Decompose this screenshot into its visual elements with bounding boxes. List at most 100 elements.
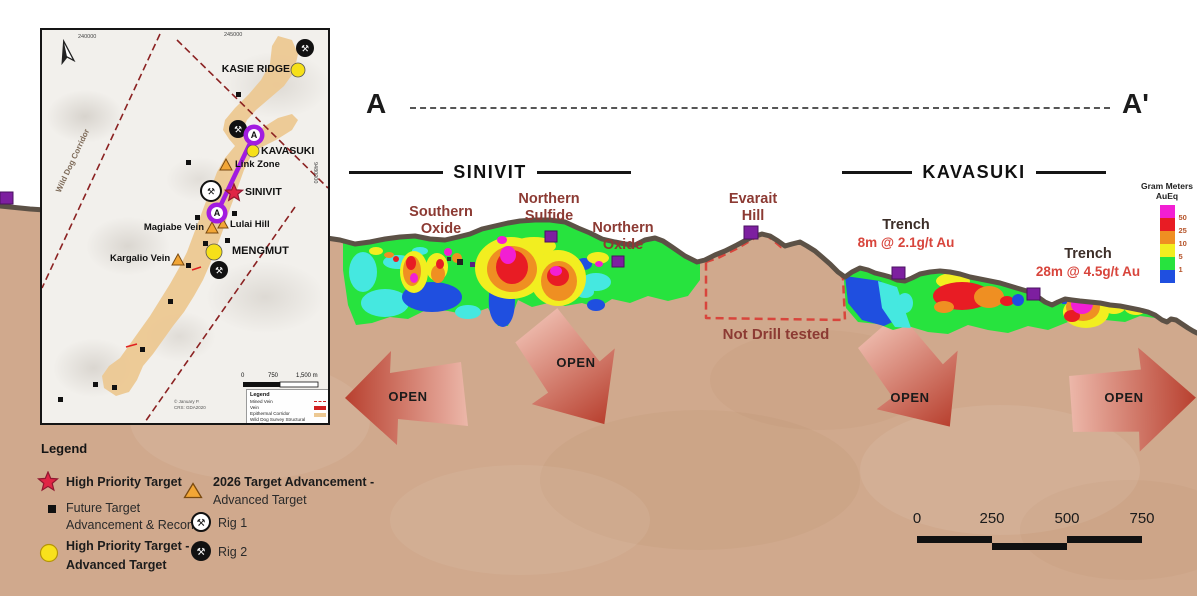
kavasuki-circle bbox=[246, 144, 260, 158]
trench-assay: 8m @ 2.1g/t Au bbox=[857, 235, 955, 250]
section-scalebar: 0 250 500 750 bbox=[910, 510, 1160, 556]
mined-vein-swatch bbox=[314, 401, 326, 403]
map-rig2-icon: ⚒ bbox=[210, 261, 228, 279]
map-legend-label: Vein bbox=[250, 404, 259, 410]
epithermal-corridor-swatch bbox=[314, 412, 326, 417]
kasie-ridge-circle bbox=[290, 62, 306, 78]
structural-corridor-swatch bbox=[314, 422, 326, 423]
header-rule-left bbox=[349, 171, 444, 174]
section-marker-a-north: A bbox=[243, 124, 265, 146]
structural-corridor-lines bbox=[42, 33, 328, 423]
svg-text:⚒: ⚒ bbox=[197, 547, 206, 558]
colorbar-title-line2: AuEq bbox=[1155, 190, 1179, 201]
colorbar-tick: 5 bbox=[1178, 251, 1183, 261]
circle-icon bbox=[39, 543, 59, 563]
section-marker-a-south: A bbox=[206, 202, 228, 224]
scalebar-label: 500 bbox=[1054, 510, 1080, 527]
terrain-line bbox=[0, 203, 1197, 336]
colorbar-title-line1: Gram Meters bbox=[1141, 181, 1193, 191]
map-legend-item: Mined Vein bbox=[250, 398, 326, 405]
map-scalebar bbox=[243, 381, 319, 388]
vein-swatch bbox=[314, 406, 326, 411]
scalebar-segment bbox=[992, 543, 1067, 550]
zone-header-kavasuki: KAVASUKI bbox=[842, 162, 1106, 183]
legend-rig1-label: Rig 1 bbox=[218, 516, 248, 530]
colorbar-seg-red bbox=[1159, 217, 1175, 231]
colorbar-tick: 50 bbox=[1178, 212, 1187, 222]
colorbar-tick: 1 bbox=[1178, 264, 1183, 274]
map-legend-item: Wild Dog Survey Structural Corridor bbox=[250, 417, 326, 425]
inset-location-map: ⚒ ⚒ ⚒ ⚒ A A bbox=[40, 28, 330, 425]
legend-rig2-label: Rig 2 bbox=[218, 545, 248, 559]
svg-text:⚒: ⚒ bbox=[197, 518, 206, 529]
advanced-target-circles bbox=[205, 62, 306, 261]
grade-colorbar: Gram Meters AuEq 50 25 10 5 1 bbox=[1139, 181, 1195, 283]
map-legend-item: Vein bbox=[250, 404, 326, 411]
map-rig2-icon: ⚒ bbox=[229, 120, 247, 138]
square-icon bbox=[48, 505, 56, 513]
open-label-4: OPEN bbox=[1104, 390, 1144, 405]
trench-annotation-2: Trench 28m @ 4.5g/t Au bbox=[1008, 246, 1168, 279]
colorbar-seg-blue bbox=[1159, 269, 1175, 283]
trench-title: Trench bbox=[882, 217, 930, 233]
map-label-sinivit: SINIVIT bbox=[245, 186, 282, 198]
legend-high-priority-adv-line2: Advanced Target bbox=[66, 558, 167, 572]
colorbar-seg-green bbox=[1159, 256, 1175, 270]
recon-target-squares bbox=[58, 92, 241, 402]
zone-name: SINIVIT bbox=[453, 162, 527, 182]
colorbar-tick: 10 bbox=[1178, 238, 1187, 248]
legend-2026-line1: 2026 Target Advancement - bbox=[213, 475, 375, 489]
open-arrow-down-kavasuki bbox=[858, 312, 958, 427]
zone-header-sinivit: SINIVIT bbox=[349, 162, 632, 183]
section-dashed-line bbox=[410, 107, 1110, 109]
label-evarait-hill: Evarait Hill bbox=[728, 191, 778, 224]
map-legend-label: Epithermal Corridor bbox=[250, 411, 290, 417]
svg-text:⚒: ⚒ bbox=[207, 187, 215, 197]
map-scalebar-label: 0 bbox=[241, 373, 245, 379]
scalebar-label: 0 bbox=[912, 510, 922, 527]
map-attribution-line2: CRS: GDA2020 bbox=[174, 405, 206, 410]
legend-2026-line2: Advanced Target bbox=[213, 493, 307, 507]
map-legend-box: Legend Mined Vein Vein Epithermal Corrid… bbox=[246, 389, 328, 425]
legend-title: Legend bbox=[41, 441, 88, 456]
advancement-triangles bbox=[171, 157, 233, 266]
sinivit-star bbox=[223, 182, 245, 202]
map-legend-label: Mined Vein bbox=[250, 398, 273, 404]
header-rule-left bbox=[842, 171, 913, 174]
map-label-link-zone: Link Zone bbox=[235, 159, 280, 170]
legend-high-priority-label: High Priority Target bbox=[66, 475, 182, 489]
north-arrow-icon bbox=[61, 38, 76, 66]
label-northern-sulfide: Northern Sulfide bbox=[518, 191, 580, 224]
svg-text:⚒: ⚒ bbox=[234, 125, 242, 135]
trench-assay: 28m @ 4.5g/t Au bbox=[1035, 264, 1141, 279]
rig1-icon: ⚒ bbox=[191, 512, 211, 532]
open-arrow-right bbox=[1069, 347, 1196, 452]
map-legend-item: Epithermal Corridor bbox=[250, 411, 326, 417]
open-arrow-down-sinivit bbox=[515, 308, 615, 425]
map-label-kargalio-vein: Kargalio Vein bbox=[110, 253, 171, 264]
colorbar-seg-yellow bbox=[1159, 243, 1175, 257]
svg-text:⚒: ⚒ bbox=[215, 266, 223, 276]
open-label-1: OPEN bbox=[388, 389, 428, 404]
svg-text:⚒: ⚒ bbox=[301, 44, 309, 54]
map-rig1-icon: ⚒ bbox=[200, 180, 222, 202]
inset-map-graphics: ⚒ ⚒ ⚒ ⚒ A A bbox=[42, 33, 328, 423]
colorbar-ramp: 50 25 10 5 1 bbox=[1159, 204, 1187, 283]
open-arrow-left bbox=[345, 351, 468, 445]
grid-label: 9480000 bbox=[312, 162, 318, 184]
legend-high-priority-adv-line1: High Priority Target - bbox=[66, 539, 190, 553]
colorbar-seg-magenta bbox=[1159, 204, 1175, 218]
map-legend-title: Legend bbox=[250, 392, 270, 398]
epithermal-corridor bbox=[102, 36, 298, 396]
map-label-kasie-ridge: KASIE RIDGE bbox=[221, 63, 290, 75]
scalebar-segment bbox=[917, 536, 992, 543]
map-label-mengmut: MENGMUT bbox=[232, 245, 289, 257]
scalebar-segment bbox=[1067, 536, 1142, 543]
map-label-lulai-hill: Lulai Hill bbox=[230, 219, 270, 230]
map-rig2-icon: ⚒ bbox=[296, 39, 314, 57]
colorbar-seg-orange bbox=[1159, 230, 1175, 244]
label-northern-oxide: Northern Oxide bbox=[592, 220, 654, 253]
map-legend-label: Wild Dog Survey Structural Corridor bbox=[250, 417, 306, 425]
svg-text:A: A bbox=[214, 208, 221, 218]
